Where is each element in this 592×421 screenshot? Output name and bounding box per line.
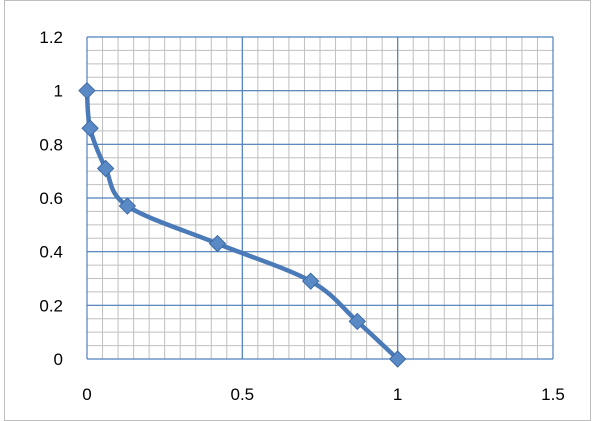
data-point-marker (388, 350, 407, 368)
data-point-marker (81, 119, 99, 137)
data-point-marker (78, 81, 96, 100)
data-point-marker (301, 272, 320, 290)
x-tick-label: 0.5 (231, 385, 255, 404)
data-point-marker (118, 197, 137, 215)
data-point-marker (208, 234, 227, 253)
series-markers (78, 81, 407, 368)
x-tick-label: 1 (393, 385, 402, 404)
y-tick-label: 0.2 (39, 296, 63, 315)
data-point-marker (348, 312, 366, 331)
y-tick-label: 0.4 (39, 243, 63, 262)
y-tick-label: 1 (54, 82, 63, 101)
x-tick-label: 0 (82, 385, 91, 404)
series-line (84, 88, 400, 362)
y-tick-label: 0.8 (39, 135, 63, 154)
y-axis-ticks: 0 0.2 0.4 0.6 0.8 1 1.2 (39, 28, 63, 369)
data-point-marker (96, 159, 115, 178)
x-tick-label: 1.5 (541, 385, 565, 404)
x-axis-ticks: 0 0.5 1 1.5 (82, 385, 565, 404)
major-grid (86, 36, 554, 360)
y-tick-label: 0.6 (39, 189, 63, 208)
y-tick-label: 1.2 (39, 28, 63, 47)
y-tick-label: 0 (54, 350, 63, 369)
